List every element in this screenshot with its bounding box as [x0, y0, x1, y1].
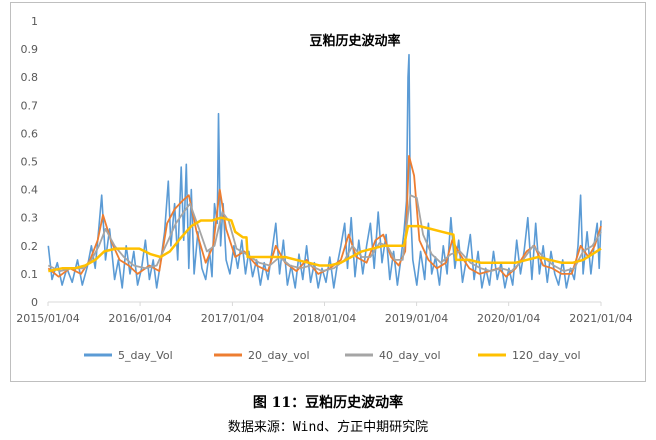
x-tick-label: 2017/01/04	[201, 312, 264, 325]
y-tick-label: 0.1	[21, 268, 39, 281]
y-tick-label: 1	[31, 15, 38, 28]
legend-label: 40_day_vol	[379, 349, 441, 362]
y-tick-label: 0.2	[21, 240, 39, 253]
y-tick-label: 0.6	[21, 127, 39, 140]
y-tick-label: 0.3	[21, 212, 39, 225]
x-tick-label: 2019/01/04	[385, 312, 448, 325]
y-tick-label: 0.8	[21, 71, 39, 84]
series-line-120-day-vol	[48, 216, 602, 273]
x-tick-label: 2015/01/04	[16, 312, 79, 325]
figure-caption: 图 11：豆粕历史波动率	[252, 395, 404, 411]
legend-label: 120_day_vol	[512, 349, 581, 362]
series-layer	[47, 53, 602, 289]
x-tick-label: 2020/01/04	[477, 312, 540, 325]
y-tick-label: 0.7	[21, 99, 39, 112]
y-tick-label: 0	[31, 296, 38, 309]
x-axis: 2015/01/04 2016/01/04 2017/01/04 2018/01/04…	[16, 302, 633, 325]
series-line-40-day-vol	[47, 194, 602, 272]
volatility-line-chart: 豆粕历史波动率 0 0.1 0.2 0.3 0.4 0.5 0.6 0.7 0.8 0.9 1 20…	[16, 15, 633, 362]
series-line-5-day-vol	[47, 53, 602, 289]
legend: 5_day_Vol 20_day_vol 40_day_vol 120_day_vol	[84, 349, 581, 362]
y-tick-label: 0.4	[21, 184, 39, 197]
x-tick-label: 2021/01/04	[569, 312, 632, 325]
chart-title: 豆粕历史波动率	[309, 33, 400, 49]
legend-label: 5_day_Vol	[118, 349, 173, 362]
data-source: 数据来源：Wind、方正中期研究院	[227, 420, 429, 435]
legend-label: 20_day_vol	[248, 349, 310, 362]
x-tick-label: 2018/01/04	[293, 312, 356, 325]
y-tick-label: 0.5	[21, 156, 39, 169]
y-tick-label: 0.9	[21, 43, 39, 56]
chart-frame: 豆粕历史波动率 0 0.1 0.2 0.3 0.4 0.5 0.6 0.7 0.8 0.9 1 20…	[10, 2, 646, 382]
x-tick-label: 2016/01/04	[108, 312, 171, 325]
y-axis: 0 0.1 0.2 0.3 0.4 0.5 0.6 0.7 0.8 0.9 1	[21, 15, 39, 309]
